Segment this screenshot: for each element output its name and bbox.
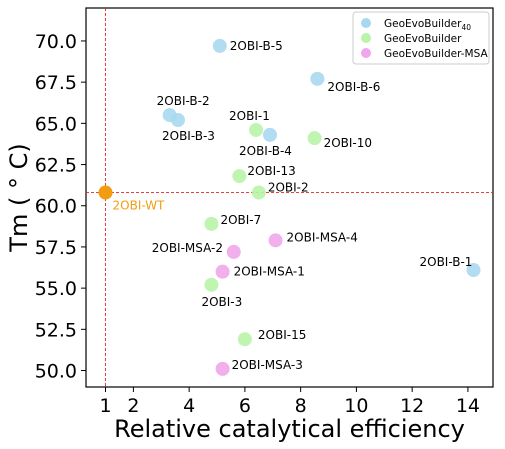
scatter-point [204, 216, 219, 231]
point-label: 2OBI-MSA-1 [234, 265, 305, 279]
x-tick-label: 10 [344, 395, 368, 417]
scatter-point [249, 122, 264, 137]
point-label: 2OBI-B-2 [157, 94, 210, 108]
reference-point [98, 185, 113, 200]
scatter-point [215, 361, 230, 376]
point-label: 2OBI-10 [324, 136, 372, 150]
point-label: 2OBI-1 [229, 109, 270, 123]
x-tick-label: 14 [456, 395, 480, 417]
scatter-point [170, 113, 185, 128]
scatter-point [212, 38, 227, 53]
y-tick-label: 52.5 [35, 319, 77, 341]
scatter-point [215, 264, 230, 279]
legend-label: GeoEvoBuilder-MSA [384, 48, 488, 60]
y-tick-label: 57.5 [35, 237, 77, 259]
x-tick-label: 6 [239, 395, 251, 417]
y-tick-label: 55.0 [35, 278, 77, 300]
x-tick-label: 2 [127, 395, 139, 417]
point-label: 2OBI-MSA-4 [287, 230, 358, 244]
plot-frame [85, 7, 494, 388]
legend-label: GeoEvoBuilder [384, 33, 462, 45]
y-tick-label: 50.0 [35, 361, 77, 383]
scatter-point [251, 185, 266, 200]
x-tick-label: 1 [99, 395, 111, 417]
y-tick-label: 60.0 [35, 196, 77, 218]
axis-ticks: 1 2 4 6 8 10 12 14 50.0 52.5 55.0 57.5 60.0 62.5 65.0 6… [35, 31, 480, 417]
scatter-point [226, 244, 241, 259]
point-labels: 2OBI-B-5 2OBI-B-6 2OBI-B-2 2OBI-B-3 2OBI-B-4… [113, 39, 473, 372]
point-label: 2OBI-15 [258, 328, 306, 342]
point-label: 2OBI-3 [201, 295, 242, 309]
point-label: 2OBI-7 [220, 213, 261, 227]
point-label: 2OBI-13 [247, 164, 295, 178]
legend-box [352, 11, 490, 65]
x-axis-title: Relative catalytical efficiency [114, 415, 465, 443]
y-tick-label: 65.0 [35, 113, 77, 135]
scatter-point [310, 71, 325, 86]
y-axis-title: Tm ( ° C) [5, 143, 33, 252]
scatter-point [307, 131, 322, 146]
scatter-point [232, 169, 247, 184]
reference-label: 2OBI-WT [113, 199, 166, 213]
point-label: 2OBI-MSA-2 [152, 241, 223, 255]
point-label: 2OBI-B-3 [162, 129, 215, 143]
scatter-point [268, 233, 283, 248]
x-tick-label: 4 [183, 395, 195, 417]
y-tick-label: 67.5 [35, 72, 77, 94]
point-label: 2OBI-B-5 [230, 39, 283, 53]
legend-marker [361, 18, 371, 28]
y-tick-label: 70.0 [35, 31, 77, 53]
scatter-point [262, 127, 277, 142]
scatter-point [466, 263, 481, 278]
point-label: 2OBI-MSA-3 [232, 358, 303, 372]
point-label: 2OBI-B-6 [327, 80, 380, 94]
x-tick-label: 8 [295, 395, 307, 417]
scatter-point [204, 277, 219, 292]
y-tick-label: 62.5 [35, 155, 77, 177]
legend-marker [361, 48, 371, 58]
legend-label: GeoEvoBuilder40 [384, 18, 471, 32]
scatter-point [237, 332, 252, 347]
data-points [98, 38, 481, 376]
point-label: 2OBI-2 [268, 181, 309, 195]
reference-lines [86, 8, 493, 387]
legend-marker [361, 33, 371, 43]
point-label: 2OBI-B-4 [239, 144, 292, 158]
x-tick-label: 12 [400, 395, 424, 417]
point-label: 2OBI-B-1 [419, 255, 472, 269]
